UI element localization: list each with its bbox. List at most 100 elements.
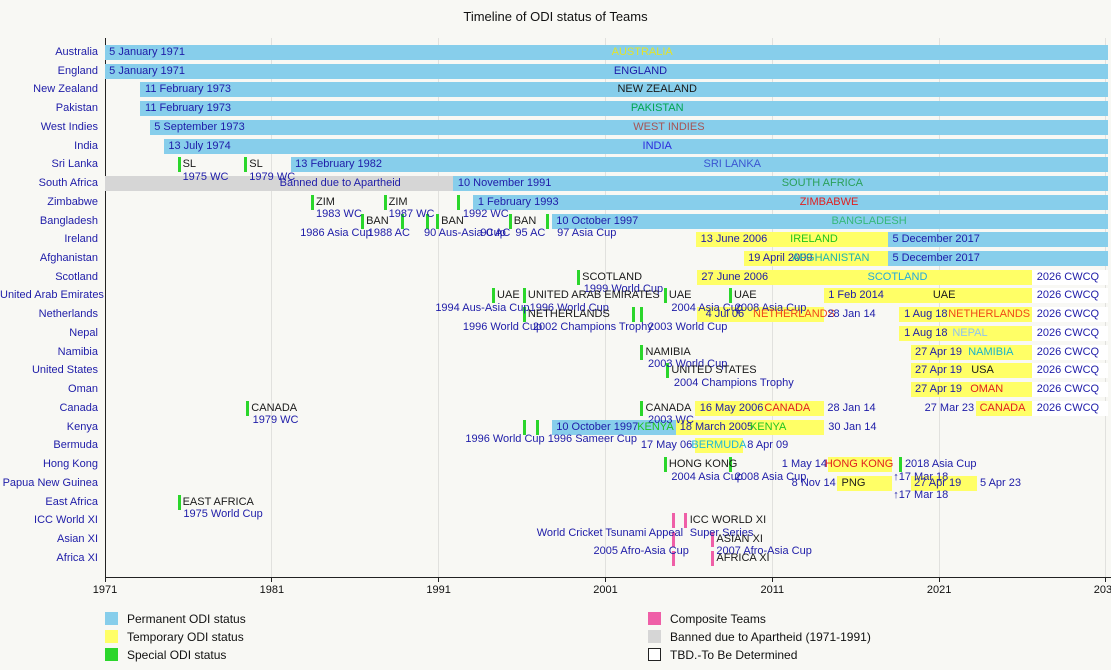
timeline-annotation: 2008 Asia Cup [734, 301, 807, 314]
special-odi-tick [639, 400, 643, 416]
timeline-annotation: BANGLADESH [831, 214, 907, 227]
timeline-annotation: 13 June 2006 [700, 233, 768, 246]
x-axis-tick [604, 576, 606, 582]
special-odi-tick [664, 288, 668, 304]
row-label-sri-lanka: Sri Lanka [51, 158, 98, 171]
timeline-annotation: UNITED ARAB EMIRATES [527, 289, 660, 302]
row-label-nepal: Nepal [69, 326, 98, 339]
legend-swatch-b [648, 630, 661, 643]
timeline-annotation: 2026 CWCQ [1036, 401, 1100, 414]
permanent-odi-bar [140, 82, 1109, 98]
timeline-annotation: 5 September 1973 [154, 120, 245, 133]
timeline-annotation: NETHERLANDS [753, 308, 835, 321]
timeline-annotation: ↑17 Mar 18 [893, 489, 949, 502]
special-odi-tick [311, 194, 315, 210]
timeline-annotation: USA [971, 364, 994, 377]
permanent-odi-bar [887, 251, 1109, 267]
row-label-new-zealand: New Zealand [33, 83, 98, 96]
timeline-annotation: 2018 Asia Cup [904, 458, 977, 471]
timeline-annotation: 1987 WC [388, 208, 435, 221]
special-odi-tick [492, 288, 496, 304]
timeline-annotation: 1 Feb 2014 [828, 289, 884, 302]
timeline-annotation: OMAN [970, 383, 1004, 396]
timeline-annotation: 1 May 14 [781, 458, 828, 471]
composite-team-tick [672, 550, 676, 566]
timeline-annotation: SCOTLAND [867, 270, 928, 283]
special-odi-tick [426, 213, 430, 229]
timeline-annotation: NETHERLANDS [527, 308, 610, 321]
timeline-annotation: BERMUDA [691, 439, 747, 452]
timeline-annotation: 27 Apr 19 [914, 345, 963, 358]
timeline-annotation: BAN [366, 214, 389, 227]
timeline-annotation: 27 Apr 19 [914, 364, 963, 377]
special-odi-tick [729, 457, 733, 473]
row-label-england: England [57, 64, 98, 77]
timeline-annotation: BAN [513, 214, 537, 227]
timeline-annotation: 2026 CWCQ [1036, 289, 1100, 302]
legend-label: Temporary ODI status [127, 630, 244, 644]
special-odi-tick [546, 213, 550, 229]
timeline-annotation: 27 Apr 19 [914, 476, 962, 489]
timeline-annotation: NEW ZEALAND [617, 83, 697, 96]
timeline-annotation: 2005 Afro-Asia Cup [593, 545, 689, 558]
timeline-annotation: 2002 Champions Trophy [532, 320, 653, 333]
legend-label: Composite Teams [670, 612, 766, 626]
timeline-annotation: 90 Aus-Asia Cup [423, 227, 506, 240]
permanent-odi-bar [105, 45, 1109, 60]
timeline-annotation: 1979 WC [252, 414, 299, 427]
legend-label: TBD.-To Be Determined [670, 648, 798, 662]
row-label-oman: Oman [68, 383, 98, 396]
timeline-annotation: 11 February 1973 [145, 83, 232, 96]
composite-team-tick [672, 531, 676, 547]
x-axis-tick-label: 1971 [92, 583, 118, 596]
x-axis-tick [1105, 576, 1107, 582]
special-odi-tick [246, 400, 250, 416]
row-label-zimbabwe: Zimbabwe [47, 195, 98, 208]
tbd-bar [1031, 382, 1109, 398]
timeline-annotation: 95 AC [515, 227, 546, 240]
permanent-odi-bar [551, 419, 676, 435]
special-odi-tick [523, 288, 527, 304]
timeline-annotation: 2026 CWCQ [1036, 270, 1100, 283]
x-axis-line [104, 576, 1111, 578]
row-label-kenya: Kenya [66, 420, 98, 433]
timeline-annotation: 1 Aug 18 [904, 326, 948, 339]
timeline-annotation: KENYA [637, 420, 674, 433]
row-label-east-africa: East Africa [45, 495, 98, 508]
special-odi-tick [665, 363, 669, 379]
timeline-annotation: 2008 Asia Cup [734, 470, 807, 483]
permanent-odi-bar [551, 213, 1109, 229]
special-odi-tick [639, 307, 643, 323]
x-axis-tick [271, 576, 273, 582]
permanent-odi-bar [473, 194, 1109, 210]
timeline-annotation: 2026 CWCQ [1036, 364, 1100, 377]
timeline-annotation: 5 January 1971 [109, 64, 185, 77]
timeline-annotation: 1979 WC [249, 170, 296, 183]
timeline-annotation: ZIM [388, 195, 408, 208]
temporary-odi-bar [695, 400, 824, 416]
timeline-annotation: WEST INDIES [633, 120, 705, 133]
timeline-annotation: SCOTLAND [582, 270, 643, 283]
row-label-namibia: Namibia [57, 345, 98, 358]
row-label-hong-kong: Hong Kong [42, 458, 98, 471]
legend-swatch-w [648, 648, 661, 661]
decade-gridline [604, 38, 606, 577]
timeline-annotation: SL [182, 158, 197, 171]
x-axis-tick-label: 2011 [760, 583, 785, 596]
special-odi-tick [401, 213, 405, 229]
timeline-annotation: 5 December 2017 [892, 233, 980, 246]
x-axis-tick-label: 2001 [593, 583, 618, 596]
legend-swatch-t [105, 630, 118, 643]
row-label-afghanistan: Afghanistan [39, 252, 98, 265]
special-odi-tick [436, 213, 440, 229]
timeline-annotation: 1996 World Cup 1996 Sameer Cup [465, 433, 637, 446]
decade-gridline [438, 38, 440, 577]
timeline-annotation: HONG KONG [824, 458, 894, 471]
legend-label: Permanent ODI status [127, 612, 246, 626]
timeline-annotation: NAMIBIA [968, 345, 1014, 358]
temporary-odi-bar [697, 307, 824, 323]
row-label-pakistan: Pakistan [55, 102, 98, 115]
temporary-odi-bar [695, 438, 744, 454]
timeline-annotation: 97 Asia Cup [557, 227, 617, 240]
